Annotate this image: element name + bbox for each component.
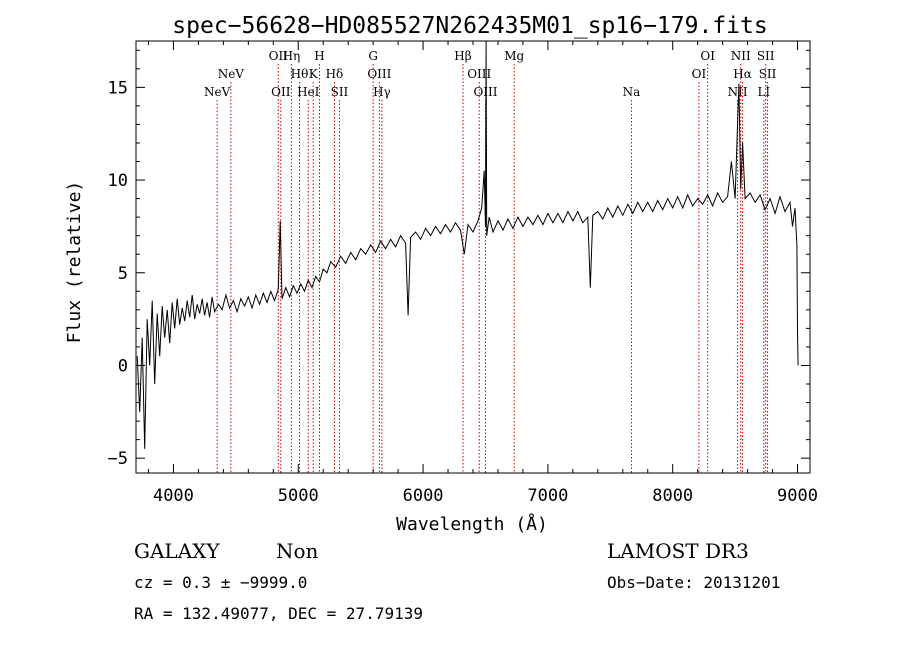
x-tick-label: 7000 — [527, 486, 568, 506]
x-tick-label: 4000 — [153, 486, 194, 506]
emission-line-label: OII — [271, 85, 291, 99]
emission-line-label: H — [314, 49, 324, 63]
emission-line-label: OII — [269, 49, 289, 63]
emission-line-label: LI — [757, 85, 770, 99]
redshift-value: cz = 0.3 ± −9999.0 — [134, 573, 307, 592]
emission-line-label: NeV — [218, 67, 245, 81]
coordinates: RA = 132.49077, DEC = 27.79139 — [134, 604, 423, 623]
x-tick-label: 5000 — [278, 486, 319, 506]
emission-line-label: Hβ — [454, 49, 471, 63]
y-tick-label: 5 — [118, 264, 128, 284]
emission-line-label: Hη — [283, 49, 301, 63]
x-axis-label: Wavelength (Å) — [396, 513, 548, 535]
y-axis-label: Flux (relative) — [64, 181, 85, 344]
emission-line-label: OI — [692, 67, 707, 81]
emission-line-label: K — [309, 67, 319, 81]
y-tick-label: 10 — [108, 171, 128, 191]
emission-line-label: OIII — [467, 67, 491, 81]
emission-line-label: Na — [623, 85, 641, 99]
x-tick-label: 6000 — [403, 486, 444, 506]
x-tick-label: 8000 — [652, 486, 693, 506]
chart-title: spec−56628−HD085527N262435M01_sp16−179.f… — [172, 13, 767, 39]
emission-line-label: SII — [757, 49, 775, 63]
emission-line-label: OIII — [367, 67, 391, 81]
axis-ticks: 4000 5000 6000 7000 8000 9000 −5 0 5 10 15 — [108, 41, 818, 506]
emission-line-label: NeV — [204, 85, 231, 99]
object-subclass: Non — [276, 539, 319, 563]
emission-line-label: Hδ — [326, 67, 344, 81]
emission-line-label: HeI — [297, 85, 320, 99]
emission-line-label: Mg — [504, 49, 524, 63]
y-tick-label: 0 — [118, 356, 128, 376]
emission-line-label: SII — [331, 85, 349, 99]
emission-line-label: NII — [731, 49, 751, 63]
spectrum-line — [136, 40, 799, 449]
x-tick-label: 9000 — [777, 486, 818, 506]
plot-frame — [135, 40, 811, 474]
emission-line-label: Hα — [733, 67, 752, 81]
survey-name: LAMOST DR3 — [607, 539, 749, 563]
emission-line-label: Hθ — [291, 67, 309, 81]
observation-date: Obs−Date: 20131201 — [607, 573, 780, 592]
emission-line-markers: NeVNeVOIIOIIHηHθHeIKHHδSIIGOIIIHγHβOIIIO… — [204, 49, 777, 473]
emission-line-label: NII — [728, 85, 748, 99]
emission-line-label: SII — [759, 67, 777, 81]
object-class: GALAXY — [134, 539, 220, 563]
emission-line-label: Hγ — [373, 85, 391, 99]
y-tick-label: −5 — [108, 449, 128, 469]
emission-line-label: G — [368, 49, 378, 63]
emission-line-label: OI — [700, 49, 715, 63]
y-tick-label: 15 — [108, 78, 128, 98]
